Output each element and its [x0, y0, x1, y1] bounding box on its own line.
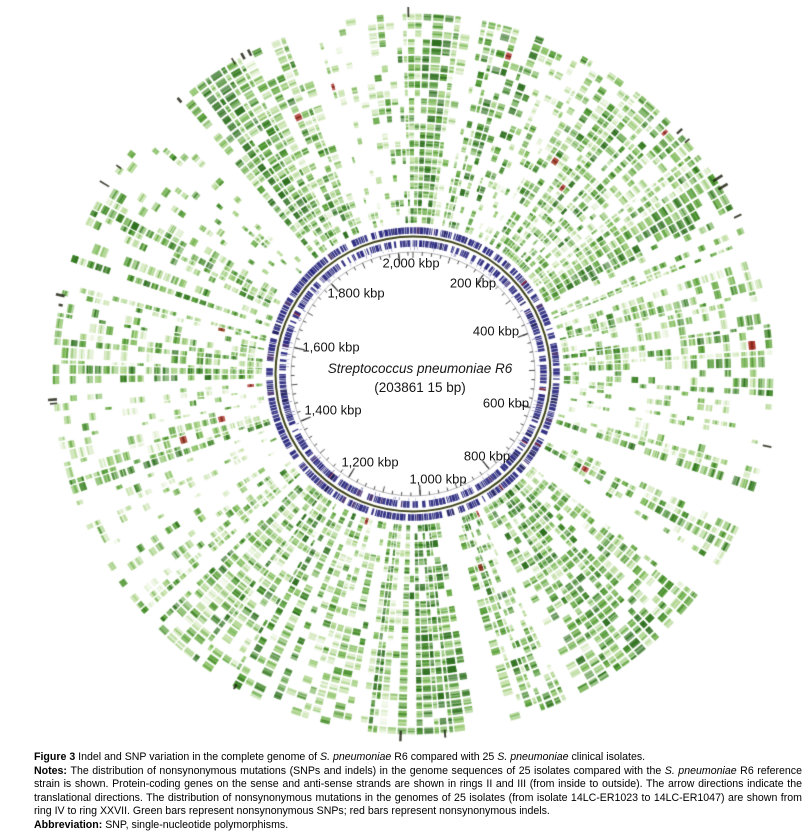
caption-run: S. pneumoniae	[320, 751, 392, 763]
caption-run: SNP, single-nucleotide polymorphisms.	[105, 818, 289, 831]
caption-run: The distribution of nonsynonymous mutati…	[70, 764, 665, 777]
scale-label-600kbp: 600 kbp	[482, 395, 530, 411]
caption-run: R6 compared with 25	[391, 751, 498, 763]
scale-label-1200kbp: 1,200 kbp	[341, 454, 399, 470]
figure-caption: Figure 3 Indel and SNP variation in the …	[34, 751, 802, 833]
organism-title: Streptococcus pneumoniae R6	[327, 361, 513, 376]
caption-run: R6 reference strain is shown. Protein-co…	[34, 764, 802, 818]
scale-label-1400kbp: 1,400 kbp	[304, 402, 362, 418]
scale-label-400kbp: 400 kbp	[472, 323, 520, 339]
caption-paragraph-1: Figure 3 Indel and SNP variation in the …	[34, 751, 802, 765]
scale-label-1000kbp: 1,000 kbp	[409, 471, 467, 487]
scale-label-1600kbp: 1,600 kbp	[302, 339, 360, 355]
caption-run: Indel and SNP variation in the complete …	[78, 751, 321, 763]
genome-size-label: (203861 15 bp)	[374, 380, 466, 395]
caption-run: clinical isolates.	[568, 751, 646, 763]
caption-run: S. pneumoniae	[664, 764, 737, 777]
scale-label-2000kbp: 2,000 kbp	[382, 255, 440, 271]
caption-run: Figure 3	[34, 751, 79, 763]
caption-paragraph-3: Abbreviation: SNP, single-nucleotide pol…	[34, 819, 802, 833]
caption-paragraph-2: Notes: The distribution of nonsynonymous…	[34, 765, 802, 819]
scale-label-1800kbp: 1,800 kbp	[327, 285, 385, 301]
plot-center-label: Streptococcus pneumoniae R6 (203861 15 b…	[328, 359, 513, 397]
scale-label-200kbp: 200 kbp	[449, 275, 497, 291]
caption-run: Abbreviation:	[34, 818, 106, 831]
circular-genome-plot-canvas	[0, 0, 807, 750]
caption-run: Notes:	[34, 764, 71, 777]
caption-run: S. pneumoniae	[497, 751, 569, 763]
scale-label-800kbp: 800 kbp	[463, 448, 511, 464]
